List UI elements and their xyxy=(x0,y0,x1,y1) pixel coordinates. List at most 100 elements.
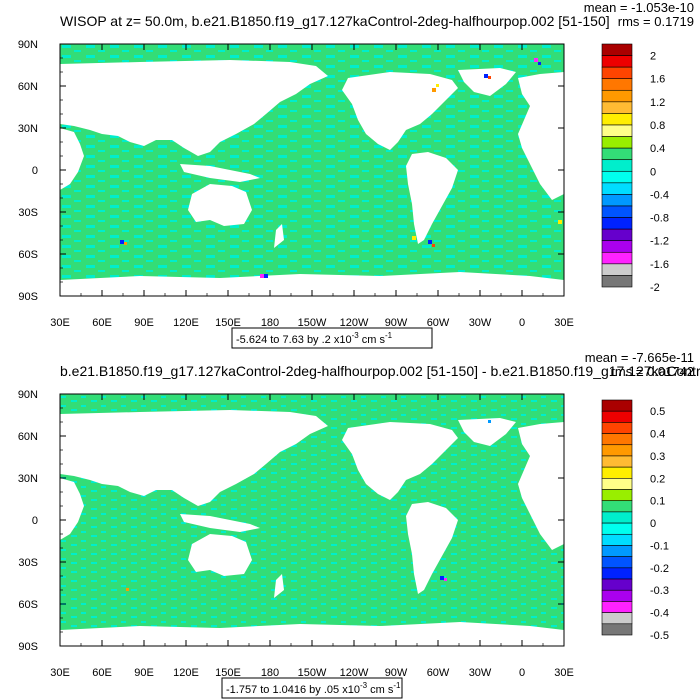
x-tick-label: 90W xyxy=(385,667,408,679)
x-tick-label: 150W xyxy=(298,317,327,329)
x-tick-label: 150W xyxy=(298,667,327,679)
colorbar-swatch xyxy=(601,228,633,242)
x-tick-label: 30E xyxy=(554,317,574,329)
rms-stat: rms = 0.1719 xyxy=(618,14,694,29)
y-tick-label: 0 xyxy=(32,515,38,527)
svg-text:-1.757 to 1.0416 by .05 x10-3: -1.757 to 1.0416 by .05 x10-3 cm s-1 xyxy=(226,681,401,696)
y-tick-label: 30S xyxy=(18,557,38,569)
y-tick-label: 60S xyxy=(18,599,38,611)
y-tick-label: 90N xyxy=(18,389,38,401)
colorbar: 2 1.6 1.2 0.8 0.4 0 -0.4 -0.8 -1.2 -1.6 -2 xyxy=(601,43,669,294)
range-units: cm s xyxy=(367,684,394,696)
x-tick-label: 90E xyxy=(134,667,154,679)
colorbar-label: 2 xyxy=(650,51,656,63)
colorbar-swatch xyxy=(601,217,633,230)
colorbar-label: 1.2 xyxy=(650,97,665,109)
colorbar-swatch xyxy=(601,182,633,195)
colorbar-swatch xyxy=(601,113,633,126)
colorbar-swatch xyxy=(601,567,633,580)
colorbar-label: 0.5 xyxy=(650,406,665,418)
range-label: -1.757 to 1.0416 by .05 x10 xyxy=(226,684,360,696)
colorbar-label: -1.6 xyxy=(650,259,669,271)
colorbar-swatch xyxy=(601,66,633,80)
panel-title: WISOP at z= 50.0m, b.e21.B1850.f19_g17.1… xyxy=(60,13,610,29)
panel-top: WISOP at z= 50.0m, b.e21.B1850.f19_g17.1… xyxy=(18,0,694,349)
colorbar-swatch xyxy=(601,399,633,412)
panel-title: b.e21.B1850.f19_g17.127kaControl-2deg-ha… xyxy=(60,363,700,379)
colorbar-label: -0.5 xyxy=(650,630,669,642)
colorbar-swatch xyxy=(601,78,633,91)
colorbar-swatch xyxy=(601,263,633,276)
y-tick-label: 60N xyxy=(18,81,38,93)
colorbar-swatch xyxy=(601,556,633,569)
colorbar-swatch xyxy=(601,170,633,184)
colorbar-label: 0.4 xyxy=(650,143,665,155)
x-tick-label: 30E xyxy=(554,667,574,679)
colorbar-swatch xyxy=(601,466,633,479)
colorbar-label: -0.4 xyxy=(650,189,669,201)
range-units: cm s xyxy=(359,334,386,346)
range-label: -5.624 to 7.63 by .2 x10 xyxy=(236,334,352,346)
coastal-anomalies xyxy=(126,420,491,591)
range-exponent: -3 xyxy=(360,681,368,690)
x-tick-label: 120E xyxy=(173,317,199,329)
colorbar-label: 0.4 xyxy=(650,429,665,441)
colorbar-swatch xyxy=(601,533,633,546)
colorbar-swatch xyxy=(601,205,633,218)
x-tick-label: 120W xyxy=(340,317,369,329)
colorbar-label: 0.8 xyxy=(650,120,665,132)
rms-stat: rms = 0.01742 xyxy=(611,364,694,379)
colorbar-label: 0.2 xyxy=(650,473,665,485)
y-tick-label: 0 xyxy=(32,165,38,177)
mean-stat: mean = -7.665e-11 xyxy=(585,350,694,365)
y-axis: 90N 60N 30N 0 30S 60S 90S xyxy=(18,389,564,653)
y-axis: 90N 60N 30N 0 30S 60S 90S xyxy=(18,39,564,303)
colorbar-label: -0.1 xyxy=(650,540,669,552)
y-tick-label: 60S xyxy=(18,249,38,261)
colorbar-label: -0.2 xyxy=(650,563,669,575)
svg-text:-5.624 to 7.63 by .2 x10-3 cm: -5.624 to 7.63 by .2 x10-3 cm s-1 xyxy=(236,331,393,346)
colorbar-swatch xyxy=(601,136,633,149)
x-tick-label: 150E xyxy=(215,317,241,329)
colorbar-label: 0 xyxy=(650,166,656,178)
x-tick-label: 90W xyxy=(385,317,408,329)
colorbar-swatch xyxy=(601,159,633,172)
x-tick-label: 30W xyxy=(469,317,492,329)
colorbar-swatch xyxy=(601,612,633,625)
colorbar-swatch xyxy=(601,589,633,602)
y-tick-label: 90N xyxy=(18,39,38,51)
colorbar-swatch xyxy=(601,251,633,265)
range-units-exponent: -1 xyxy=(385,331,393,340)
colorbar-swatch xyxy=(601,500,633,513)
y-tick-label: 30N xyxy=(18,123,38,135)
range-exponent: -3 xyxy=(352,331,360,340)
x-tick-label: 180 xyxy=(261,317,279,329)
colorbar-swatch xyxy=(601,240,633,253)
x-axis: 30E 60E 90E 120E 150E 180 150W 120W 90W 60W 30W 0 30… xyxy=(50,394,574,679)
x-tick-label: 120E xyxy=(173,667,199,679)
colorbar-swatch xyxy=(601,601,633,613)
x-tick-label: 30W xyxy=(469,667,492,679)
x-tick-label: 60E xyxy=(92,317,112,329)
mean-stat: mean = -1.053e-10 xyxy=(584,0,694,15)
colorbar-label: 0.1 xyxy=(650,496,665,508)
colorbar-swatch xyxy=(601,422,633,434)
colorbar-swatch xyxy=(601,522,633,535)
x-tick-label: 60W xyxy=(427,667,450,679)
colorbar-swatch xyxy=(601,410,633,423)
colorbar-swatch xyxy=(601,478,633,490)
colorbar-label: 0.3 xyxy=(650,451,665,463)
x-tick-label: 180 xyxy=(261,667,279,679)
colorbar-label: -2 xyxy=(650,282,660,294)
colorbar-swatch xyxy=(601,124,633,137)
colorbar-swatch xyxy=(601,433,633,446)
colorbar-label: -1.2 xyxy=(650,236,669,248)
colorbar-swatch xyxy=(601,489,633,502)
x-tick-label: 30E xyxy=(50,317,70,329)
y-tick-label: 30N xyxy=(18,473,38,485)
range-units-exponent: -1 xyxy=(393,681,401,690)
colorbar-swatch xyxy=(601,511,633,524)
x-tick-label: 60W xyxy=(427,317,450,329)
y-tick-label: 30S xyxy=(18,207,38,219)
